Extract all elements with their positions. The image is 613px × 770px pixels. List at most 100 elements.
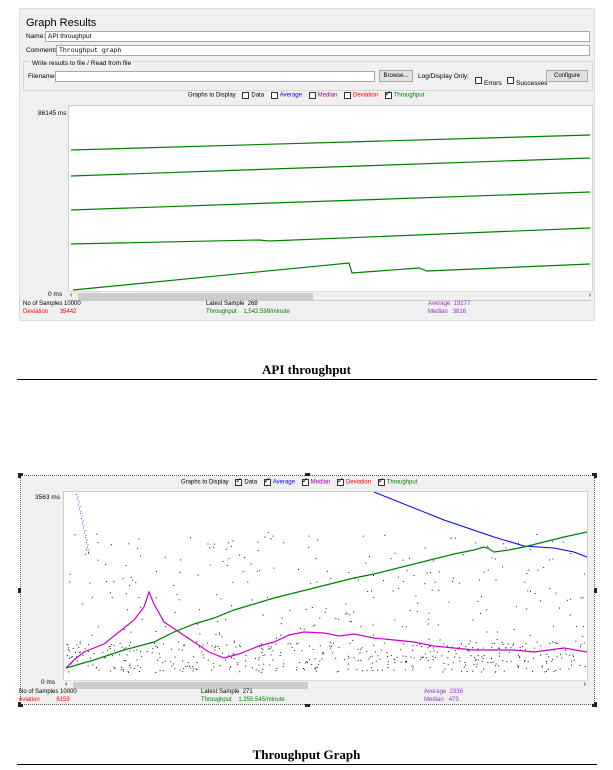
data-point [401, 626, 403, 628]
data-point [453, 577, 455, 579]
data-point [228, 557, 230, 559]
data-point [529, 548, 531, 550]
data-point [402, 559, 404, 561]
resize-handle-bl[interactable] [18, 702, 23, 707]
data-point [303, 628, 305, 630]
write-results-label: Write results to file / Read from file [30, 60, 134, 67]
data-point [74, 534, 76, 536]
data-point [315, 558, 317, 560]
horizontal-scrollbar-2[interactable]: ‹ › [63, 680, 588, 689]
data-point [487, 547, 489, 549]
throughput-checkbox[interactable] [384, 89, 392, 99]
deviation-checkbox-2[interactable] [337, 476, 344, 486]
data-point [394, 552, 396, 554]
data-point [322, 651, 324, 653]
data-point [433, 650, 435, 652]
data-point [494, 558, 496, 560]
median-label-2: Median [424, 697, 444, 703]
scroll-left-icon[interactable]: ‹ [70, 292, 73, 299]
horizontal-scrollbar[interactable]: ‹ › [68, 291, 593, 300]
data-point [408, 557, 410, 559]
y-axis-min-label: 0 ms [48, 291, 63, 298]
data-point [412, 649, 414, 651]
data-point [483, 571, 485, 573]
data-point [519, 657, 521, 658]
scrollbar-thumb-2[interactable] [73, 682, 308, 689]
caption-rule-2 [17, 764, 597, 765]
data-point [120, 669, 122, 671]
data-point [419, 644, 421, 646]
data-point [190, 667, 192, 669]
average-checkbox-2[interactable] [263, 476, 271, 486]
data-point [437, 624, 439, 626]
data-point [123, 648, 125, 650]
data-point [211, 669, 212, 671]
data-point [394, 619, 396, 621]
data-point [270, 646, 272, 648]
data-point [434, 581, 436, 583]
resize-handle-br[interactable] [592, 702, 597, 707]
errors-checkbox-box[interactable] [475, 77, 482, 85]
data-checkbox-2[interactable] [235, 476, 243, 486]
data-point [478, 659, 479, 661]
data-point [126, 654, 128, 656]
data-point [412, 645, 414, 647]
data-checkbox[interactable] [242, 92, 250, 99]
data-point [173, 585, 175, 586]
average-checkbox[interactable] [270, 92, 278, 99]
filename-field[interactable] [55, 71, 375, 82]
data-point [273, 567, 275, 569]
data-point [362, 670, 364, 672]
data-point [335, 658, 337, 659]
successes-checkbox-box[interactable] [507, 77, 514, 85]
data-point [67, 649, 69, 651]
name-field[interactable]: API throughput [45, 31, 590, 42]
data-point [573, 659, 575, 661]
resize-handle-bm[interactable] [305, 702, 310, 707]
data-point [491, 642, 493, 644]
data-point [313, 625, 315, 627]
successes-checkbox[interactable]: Successes [502, 72, 547, 90]
throughput-checkbox-2[interactable] [377, 476, 385, 486]
data-point [270, 538, 272, 540]
data-point [214, 649, 216, 651]
caption-api-throughput: API throughput [262, 362, 351, 377]
panel-title: Graph Results [26, 17, 97, 29]
data-point [280, 651, 282, 653]
resize-handle-mr[interactable] [592, 588, 597, 593]
data-point [427, 660, 429, 662]
scrollbar-thumb[interactable] [78, 293, 313, 300]
data-point [88, 552, 89, 554]
resize-handle-tl[interactable] [18, 473, 23, 478]
scroll-right-icon[interactable]: › [588, 292, 591, 299]
data-point [128, 671, 129, 673]
comments-field[interactable]: Throughput graph [56, 45, 590, 56]
median-checkbox[interactable] [308, 92, 316, 99]
data-point [477, 655, 479, 657]
data-point [314, 658, 316, 660]
data-point [90, 657, 91, 659]
median-checkbox-2[interactable] [301, 476, 309, 486]
configure-button[interactable]: Configure [546, 70, 588, 82]
errors-checkbox[interactable]: Errors [470, 72, 502, 90]
data-point [281, 617, 283, 619]
data-point [96, 667, 98, 669]
data-point [79, 651, 81, 653]
resize-handle-tr[interactable] [592, 473, 597, 478]
data-point [505, 547, 507, 549]
data-point [424, 583, 426, 585]
data-point [409, 610, 411, 611]
data-point [349, 620, 351, 622]
data-point [262, 648, 264, 650]
data-point [228, 668, 230, 670]
data-point [130, 641, 132, 643]
data-point [245, 655, 247, 656]
data-point [338, 646, 340, 648]
deviation-checkbox[interactable] [344, 92, 351, 99]
data-point [413, 575, 415, 576]
scroll-right-icon-2[interactable]: › [583, 681, 586, 688]
browse-button[interactable]: Browse... [379, 70, 413, 82]
data-point [367, 591, 369, 592]
scroll-left-icon-2[interactable]: ‹ [65, 681, 68, 688]
resize-handle-ml[interactable] [18, 588, 23, 593]
